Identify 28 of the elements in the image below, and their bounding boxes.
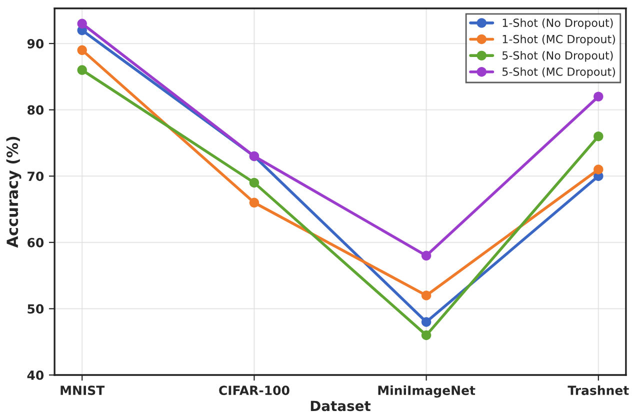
y-axis-title: Accuracy (%) bbox=[6, 136, 22, 248]
x-axis-title: Dataset bbox=[310, 400, 371, 412]
point bbox=[594, 131, 604, 142]
y-tick-label: 50 bbox=[28, 304, 44, 314]
point bbox=[77, 65, 87, 75]
point bbox=[421, 330, 432, 340]
x-tick-label: CIFAR-100 bbox=[219, 386, 290, 396]
point bbox=[77, 45, 87, 56]
point bbox=[421, 250, 432, 261]
x-tick-label: Trashnet bbox=[568, 385, 629, 396]
legend-label: 5-Shot (No Dropout) bbox=[502, 51, 613, 62]
y-tick-label: 90 bbox=[27, 38, 44, 48]
point bbox=[594, 164, 604, 174]
point bbox=[594, 92, 604, 102]
point bbox=[421, 317, 432, 327]
point bbox=[421, 290, 432, 300]
legend-label: 1-Shot (No Dropout) bbox=[502, 18, 613, 30]
y-tick-label: 40 bbox=[27, 370, 44, 380]
point bbox=[77, 18, 87, 28]
legend-label: 5-Shot (MC Dropout) bbox=[502, 67, 615, 78]
point bbox=[249, 198, 260, 208]
legend-label: 1-Shot (MC Dropout) bbox=[502, 34, 615, 46]
x-tick-label: MiniImageNet bbox=[378, 385, 476, 398]
y-tick-label: 80 bbox=[28, 105, 44, 115]
y-tick-label: 70 bbox=[28, 172, 44, 182]
x-tick-label: MNIST bbox=[60, 386, 105, 396]
y-tick-label: 60 bbox=[28, 238, 44, 248]
point bbox=[249, 178, 260, 188]
